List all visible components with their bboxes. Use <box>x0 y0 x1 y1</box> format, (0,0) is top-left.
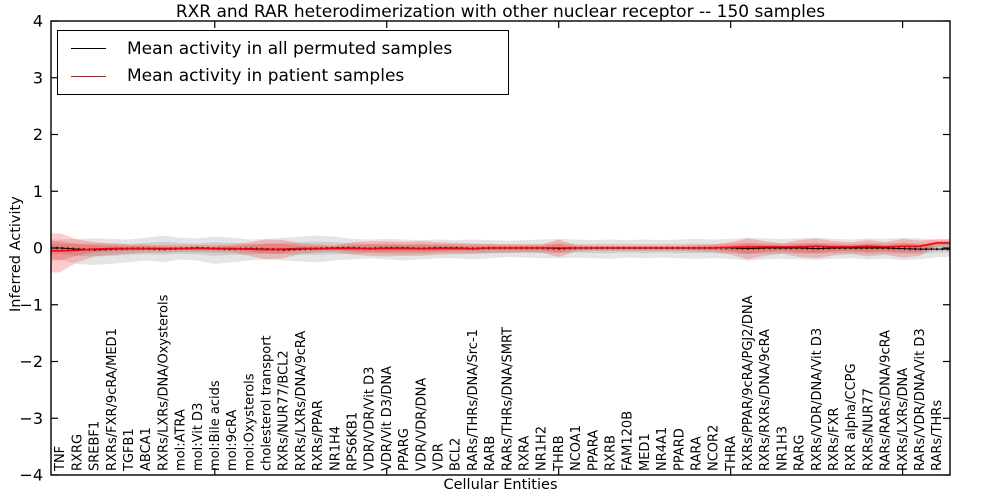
y-tick-label: −4 <box>19 466 43 485</box>
x-category-label: THRB <box>552 435 567 472</box>
x-category-label: VDR/Vit D3/DNA <box>380 366 395 471</box>
x-category-label: NCOA1 <box>569 425 584 471</box>
x-category-label: TNF <box>53 446 68 472</box>
x-category-label: mol:9cRA <box>225 409 240 471</box>
x-category-label: RXRA <box>518 436 533 471</box>
y-tick-label: −3 <box>19 409 43 428</box>
legend-line-permuted-swatch <box>71 48 106 50</box>
y-tick-label: 1 <box>33 182 43 201</box>
x-category-label: RXRs/LXRs/DNA/9cRA <box>294 331 309 471</box>
x-category-label: RARs/THRs/DNA/SMRT <box>500 327 515 471</box>
x-category-label: RXRs/NUR77/BCL2 <box>277 350 292 471</box>
x-category-label: VDR <box>432 443 447 471</box>
mean-line-patient <box>51 242 950 252</box>
y-tick-label: 2 <box>33 125 43 144</box>
x-category-label: PPARA <box>586 430 601 471</box>
x-category-label: NR1H2 <box>535 426 550 471</box>
y-tick-label: 3 <box>33 68 43 87</box>
x-category-label: NCOR2 <box>707 425 722 471</box>
x-category-label: ABCA1 <box>139 427 154 471</box>
legend-label-permuted: Mean activity in all permuted samples <box>127 38 453 59</box>
x-category-label: mol:Vit D3 <box>191 403 206 471</box>
x-category-label: RARs/RARs/DNA/9cRA <box>879 330 894 471</box>
chart-title: RXR and RAR heterodimerization with othe… <box>175 2 826 22</box>
x-category-label: NR1H4 <box>328 426 343 471</box>
x-category-label: RARs/THRs <box>930 400 945 471</box>
x-category-label: RARA <box>690 436 705 471</box>
x-category-label: RXRs/FXR <box>827 407 842 471</box>
legend-entry-patient: Mean activity in patient samples <box>58 66 508 86</box>
y-tick-label: 4 <box>33 12 43 31</box>
y-tick-label: −2 <box>19 352 43 371</box>
y-tick-label: 0 <box>33 239 43 258</box>
x-category-label: RXRs/LXRs/DNA <box>896 368 911 471</box>
x-category-label: RARs/VDR/DNA/Vit D3 <box>913 328 928 471</box>
x-category-label: RXRs/VDR/DNA/Vit D3 <box>810 328 825 471</box>
x-category-label: RXRs/PPAR/9cRA/PGJ2/DNA <box>741 295 756 471</box>
x-category-label: VDR/VDR/Vit D3 <box>363 367 378 471</box>
x-category-label: SREBF1 <box>88 421 103 471</box>
x-category-label: PPARD <box>672 428 687 471</box>
x-category-label: BCL2 <box>449 438 464 471</box>
mean-line-permuted-markers <box>51 246 950 252</box>
x-category-label: RXR alpha/CCPG <box>844 363 859 471</box>
x-category-label: mol:Bile acids <box>208 380 223 471</box>
x-category-label: RXRB <box>604 435 619 471</box>
x-category-label: NR1H3 <box>775 426 790 471</box>
x-category-label: THRA <box>724 436 739 472</box>
x-category-label: PPARG <box>397 428 412 471</box>
x-category-label: NR4A1 <box>655 427 670 471</box>
x-category-label: mol:ATRA <box>174 409 189 471</box>
x-category-label: RXRG <box>70 434 85 471</box>
x-category-label: MED1 <box>638 433 653 471</box>
x-category-label: RXRs/PPAR <box>311 400 326 471</box>
x-category-label: RXRs/FXR/9cRA/MED1 <box>105 328 120 471</box>
x-axis-label: Cellular Entities <box>443 477 558 493</box>
band-permuted-inner <box>51 241 950 257</box>
x-category-label: FAM120B <box>621 411 636 471</box>
x-category-label: VDR/VDR/DNA <box>414 378 429 471</box>
y-axis-label: Inferred Activity <box>8 196 24 312</box>
band-patient-inner <box>51 241 950 261</box>
x-category-label: cholesterol transport <box>260 335 275 471</box>
x-category-label: RPS6KB1 <box>346 412 361 471</box>
band-permuted-outer <box>51 235 950 265</box>
x-category-label: RXRs/RXRs/DNA/9cRA <box>758 329 773 471</box>
legend-line-patient-swatch <box>71 75 106 77</box>
legend-box: Mean activity in all permuted samples Me… <box>57 30 509 95</box>
y-tick-label: −1 <box>19 295 43 314</box>
legend-entry-permuted: Mean activity in all permuted samples <box>58 39 508 59</box>
x-category-label: RXRs/NUR77 <box>861 388 876 471</box>
legend-label-patient: Mean activity in patient samples <box>127 66 405 87</box>
x-category-label: RARs/THRs/DNA/Src-1 <box>466 329 481 471</box>
band-patient-outer <box>51 233 950 273</box>
x-category-label: RXRs/LXRs/DNA/Oxysterols <box>156 294 171 471</box>
x-category-label: RARB <box>483 436 498 471</box>
x-category-label: mol:Oxysterols <box>242 373 257 471</box>
x-category-label: RARG <box>793 434 808 471</box>
x-category-label: TGFB1 <box>122 428 137 472</box>
